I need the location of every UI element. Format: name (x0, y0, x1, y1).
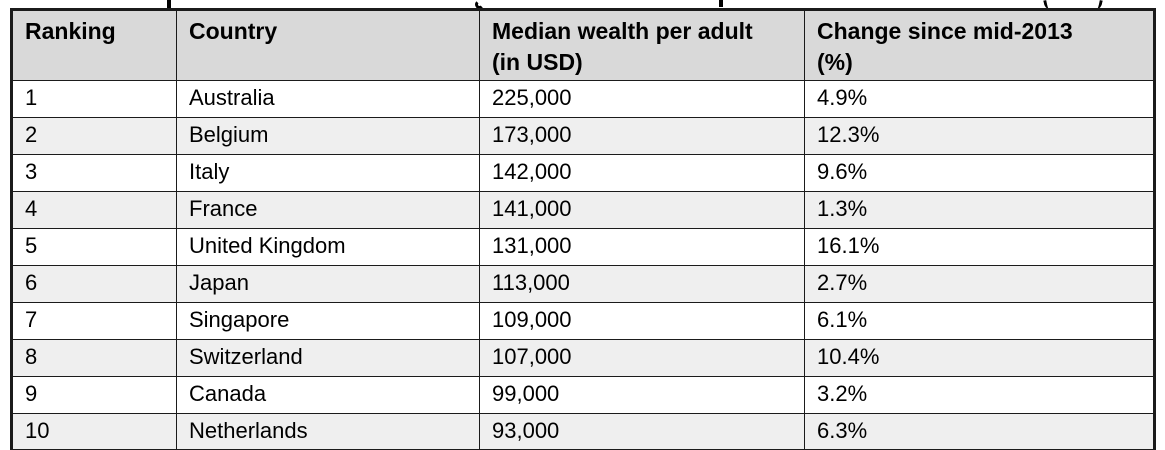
cell-wealth: 93,000 (479, 413, 805, 450)
cell-country: Italy (176, 154, 480, 192)
column-header-label-line2: (%) (817, 49, 853, 75)
cell-wealth: 113,000 (479, 265, 805, 303)
cell-country: Japan (176, 265, 480, 303)
column-header-country: Country (176, 9, 480, 81)
cell-ranking: 6 (11, 265, 177, 303)
cell-country: Belgium (176, 117, 480, 155)
cell-wealth: 107,000 (479, 339, 805, 377)
cell-change: 6.1% (804, 302, 1155, 340)
table-header: Ranking Country Median wealth per adult … (11, 9, 1155, 81)
table-row: 10 Netherlands 93,000 6.3% (11, 413, 1155, 450)
cell-country: Singapore (176, 302, 480, 340)
cell-wealth: 99,000 (479, 376, 805, 414)
column-header-label-line2: (in USD) (492, 49, 583, 75)
cell-change: 2.7% (804, 265, 1155, 303)
cell-ranking: 8 (11, 339, 177, 377)
table-row: 6 Japan 113,000 2.7% (11, 265, 1155, 303)
cell-wealth: 141,000 (479, 191, 805, 229)
column-header-label-line1: Median wealth per adult (492, 18, 753, 44)
clipped-title-descender (167, 0, 171, 8)
cell-country: Switzerland (176, 339, 480, 377)
cell-country: Netherlands (176, 413, 480, 450)
table-body: 1 Australia 225,000 4.9% 2 Belgium 173,000 12.3… (11, 80, 1155, 450)
cell-wealth: 109,000 (479, 302, 805, 340)
cell-ranking: 7 (11, 302, 177, 340)
table-row: 2 Belgium 173,000 12.3% (11, 117, 1155, 155)
table-row: 4 France 141,000 1.3% (11, 191, 1155, 229)
cell-country: United Kingdom (176, 228, 480, 266)
table-row: 9 Canada 99,000 3.2% (11, 376, 1155, 414)
cell-ranking: 3 (11, 154, 177, 192)
cell-change: 3.2% (804, 376, 1155, 414)
column-header-ranking: Ranking (11, 9, 177, 81)
cell-change: 9.6% (804, 154, 1155, 192)
cell-country: France (176, 191, 480, 229)
cell-ranking: 2 (11, 117, 177, 155)
clipped-title-descender (719, 0, 723, 7)
cell-ranking: 4 (11, 191, 177, 229)
table-row: 8 Switzerland 107,000 10.4% (11, 339, 1155, 377)
column-header-median-wealth: Median wealth per adult (in USD) (479, 9, 805, 81)
clipped-title-descender (475, 0, 484, 9)
median-wealth-table: Ranking Country Median wealth per adult … (10, 8, 1156, 450)
table-row: 7 Singapore 109,000 6.1% (11, 302, 1155, 340)
cell-change: 10.4% (804, 339, 1155, 377)
cell-country: Canada (176, 376, 480, 414)
cell-ranking: 9 (11, 376, 177, 414)
cell-change: 12.3% (804, 117, 1155, 155)
table-header-row: Ranking Country Median wealth per adult … (11, 9, 1155, 81)
cell-change: 16.1% (804, 228, 1155, 266)
cell-wealth: 225,000 (479, 80, 805, 118)
cell-country: Australia (176, 80, 480, 118)
clipped-title (0, 0, 1165, 10)
cell-ranking: 10 (11, 413, 177, 450)
cell-ranking: 1 (11, 80, 177, 118)
cell-change: 4.9% (804, 80, 1155, 118)
cell-change: 1.3% (804, 191, 1155, 229)
column-header-label-line1: Change since mid-2013 (817, 18, 1073, 44)
column-header-change: Change since mid-2013 (%) (804, 9, 1155, 81)
cell-wealth: 142,000 (479, 154, 805, 192)
column-header-label: Country (189, 18, 278, 44)
table-row: 1 Australia 225,000 4.9% (11, 80, 1155, 118)
column-header-label: Ranking (25, 18, 116, 44)
cell-wealth: 173,000 (479, 117, 805, 155)
table-row: 5 United Kingdom 131,000 16.1% (11, 228, 1155, 266)
cell-wealth: 131,000 (479, 228, 805, 266)
cell-ranking: 5 (11, 228, 177, 266)
table-row: 3 Italy 142,000 9.6% (11, 154, 1155, 192)
cell-change: 6.3% (804, 413, 1155, 450)
